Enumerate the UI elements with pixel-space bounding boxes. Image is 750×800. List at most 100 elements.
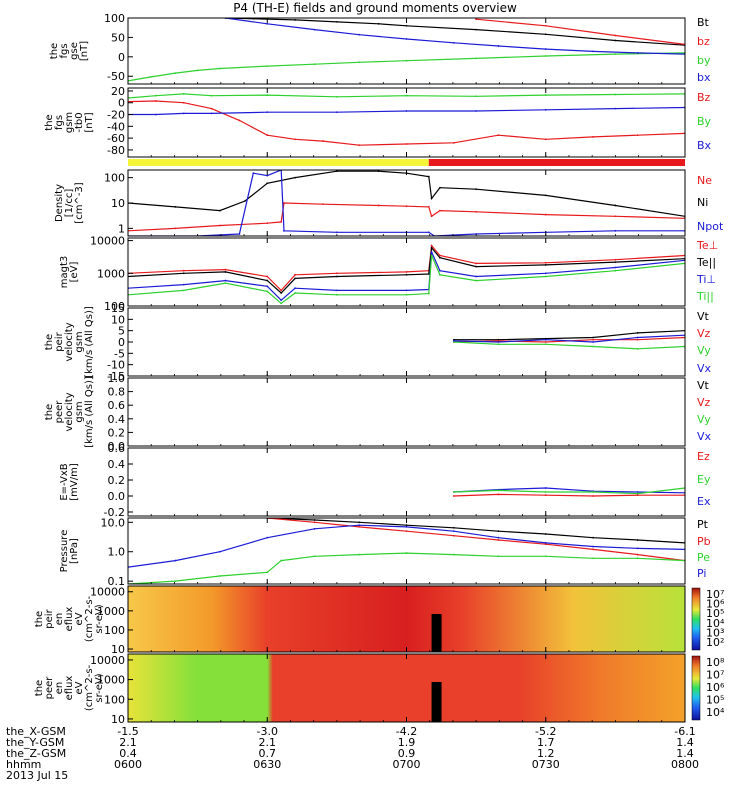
temperature-point — [475, 265, 478, 268]
temperature-point — [405, 293, 408, 296]
efield-legend-1: Ey — [697, 473, 711, 486]
peir_velocity-series-Vx — [453, 334, 685, 343]
peir_spectrogram-ylabel-line: eV — [74, 612, 85, 625]
fgs_gse-frame — [127, 17, 686, 85]
x-row-value: 1.7 — [537, 736, 555, 749]
fgs_gsm-point — [544, 138, 547, 141]
density-point — [174, 227, 177, 230]
temperature-point — [544, 275, 547, 278]
pressure-point — [452, 534, 455, 537]
pressure-point — [636, 547, 639, 550]
efield-point — [636, 494, 639, 497]
fgs_gsm-y-tick-label: -60 — [107, 132, 125, 145]
fgs_gsm-ylabel-line: -tb0 — [74, 112, 85, 132]
pressure-point — [358, 524, 361, 527]
fgs_gsm-point — [592, 136, 594, 138]
temperature-point — [430, 251, 433, 253]
fgs_gsm-series-Bz — [128, 100, 685, 146]
pressure-point — [174, 580, 177, 583]
temperature-point — [614, 258, 617, 261]
peir_velocity-y-tick-label: -15 — [107, 370, 125, 383]
peer_velocity-ylabel-line: velocity — [64, 392, 75, 431]
density-point — [244, 200, 246, 202]
efield-series-Ez — [453, 493, 685, 497]
x-row-value: 0800 — [671, 758, 699, 771]
fgs_gse-point — [544, 24, 547, 27]
fgs_gsm-point — [266, 94, 269, 96]
peer_velocity-ylabel-line: peer — [54, 400, 65, 424]
fgs_gsm-point — [636, 134, 639, 137]
fgs_gsm-y-tick-label: 20 — [111, 85, 125, 98]
fgs_gsm-series-group — [128, 92, 685, 147]
fgs_gsm-point — [154, 113, 157, 116]
peer_velocity-legend-3: Vx — [697, 430, 712, 443]
pressure-series-group — [128, 518, 685, 584]
density-point — [475, 188, 478, 191]
temperature-point — [544, 272, 547, 275]
temperature-point — [614, 269, 617, 272]
temperature-point — [430, 254, 433, 257]
pressure-legend-2: Pe — [697, 551, 710, 564]
peir_velocity-y-tick-label: 10 — [111, 313, 125, 326]
fgs_gsm-ylabel-line: the — [44, 114, 55, 130]
fgs_gse-series-Bt — [225, 18, 685, 46]
density-point — [238, 233, 241, 235]
peer_velocity-ylabel-line: gsm — [74, 401, 85, 422]
pressure-legend-3: Pi — [697, 567, 706, 580]
x-row-value: 0600 — [114, 758, 142, 771]
peir_spectrogram-colorbar-label: 10⁴ — [706, 617, 725, 630]
efield-y-tick-label: 0.6 — [108, 442, 126, 455]
pressure-point — [219, 575, 221, 577]
efield-point — [592, 495, 594, 497]
temperature-point — [182, 289, 185, 292]
fgs_gse-y-tick-label: 50 — [111, 31, 125, 44]
pressure-point — [219, 550, 221, 553]
temperature-ylabel-line: [eV] — [69, 262, 80, 283]
fgs_gse-point — [266, 65, 269, 68]
fgs_gsm-legend-2: Bx — [697, 139, 712, 152]
x-row-label: the_Y-GSM — [6, 736, 64, 749]
peir_spectrogram-ylabel-line: the — [34, 611, 45, 627]
x-row-label: the_Z-GSM — [6, 747, 66, 760]
fgs_gsm-point — [405, 110, 408, 112]
peer_spectrogram-ylabel-line: peer — [44, 676, 55, 700]
temperature-point — [294, 273, 296, 276]
efield-point — [636, 491, 639, 493]
peer_spectrogram-ylabel-line: en — [54, 682, 65, 695]
pressure-point — [497, 536, 500, 539]
fgs_gse-ylabel-line: gse — [69, 42, 80, 60]
peer_velocity-legend-0: Vt — [697, 379, 710, 392]
temperature-point — [475, 275, 478, 278]
peir_spectrogram-colorbar-label: 10⁵ — [706, 607, 724, 620]
x-row-value: -1.5 — [117, 725, 138, 738]
temperature-legend-2: Ti⊥ — [696, 273, 716, 286]
efield-point — [544, 491, 547, 493]
temperature-point — [224, 268, 227, 271]
fgs_gsm-point — [544, 108, 547, 111]
temperature-point — [280, 292, 283, 294]
peir_velocity-point — [497, 343, 500, 346]
x-row-value: 1.4 — [676, 736, 694, 749]
temperature-point — [405, 271, 408, 273]
fgs_gse-point — [475, 28, 478, 31]
density-point — [544, 194, 547, 197]
fgs_gse-point — [196, 69, 199, 72]
peir_velocity-point — [452, 339, 455, 342]
panel-efield: Ez Ey Ex 0.6 0.4 0.2 0.0 -0.2 E=-VxB [mV/m] — [59, 442, 711, 519]
density-legend-2: Npot — [697, 220, 724, 233]
pressure-point — [313, 527, 316, 530]
x-row-value: 0.9 — [398, 747, 416, 760]
density-point — [335, 231, 338, 234]
peir_velocity-point — [592, 341, 594, 343]
temperature-point — [614, 266, 617, 269]
pressure-series-Pb — [267, 518, 685, 562]
temperature-point — [266, 275, 269, 278]
pressure-point — [452, 526, 455, 529]
temperature-point — [475, 262, 478, 265]
x-row-value: 0.4 — [119, 747, 137, 760]
pressure-point — [452, 553, 455, 556]
fgs_gse-point — [313, 28, 316, 31]
fgs_gsm-point — [266, 134, 269, 137]
